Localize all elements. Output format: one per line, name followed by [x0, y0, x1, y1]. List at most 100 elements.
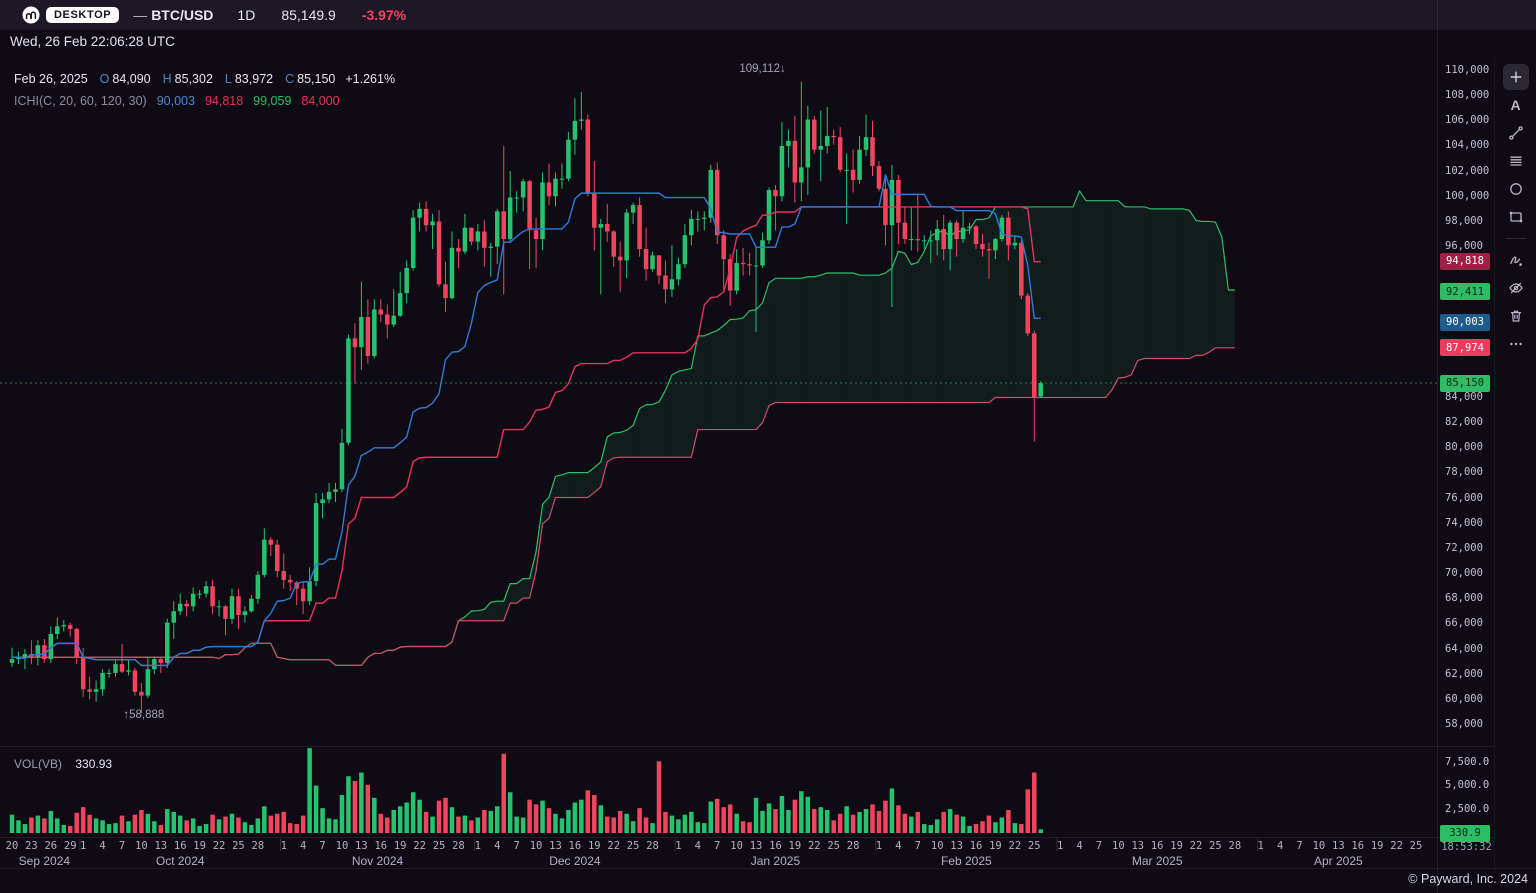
time-axis-day-label: 16 [1150, 840, 1164, 852]
volume-current-tag: 330.9 [1440, 824, 1490, 842]
time-axis-day-label: 13 [1131, 840, 1145, 852]
price-axis-label: 78,000 [1445, 466, 1483, 479]
kraken-logo-icon [22, 6, 40, 24]
time-axis-day-label: 7 [118, 840, 126, 852]
chart-canvas[interactable] [0, 0, 1494, 893]
text-button[interactable]: A [1503, 92, 1529, 118]
time-axis-day-label: 1 [79, 840, 87, 852]
volume-axis-label: 5,000.0 [1445, 779, 1490, 792]
time-axis-day-label: 19 [587, 840, 601, 852]
price-axis-label: 108,000 [1445, 89, 1490, 102]
price-axis-label: 60,000 [1445, 692, 1483, 705]
delete-drawings-button[interactable] [1503, 303, 1529, 329]
ellipse-button[interactable] [1503, 176, 1529, 202]
time-axis-month-label: Apr 2025 [1313, 854, 1363, 868]
tenkan-price-tag: 90,003 [1440, 313, 1490, 331]
price-axis-label: 68,000 [1445, 592, 1483, 605]
ohlc-legend-row: Feb 26, 2025 O 84,090 H 85,302 L 83,972 C 85,150… [14, 72, 395, 86]
time-axis-day-label: 22 [1008, 840, 1022, 852]
time-axis-day-label: 13 [1332, 840, 1345, 852]
time-axis-day-label: 25 [432, 840, 446, 852]
time-axis-day-label: 16 [769, 840, 782, 852]
price-axis-label: 110,000 [1445, 64, 1490, 76]
more-button[interactable] [1503, 331, 1529, 357]
time-axis-day-label: 25 [827, 840, 841, 852]
time-axis-day-label: 10 [730, 840, 743, 852]
time-axis-day-label: 19 [989, 840, 1002, 852]
ohlc-legend: Feb 26, 2025 O 84,090 H 85,302 L 83,972 C 85,150… [14, 72, 395, 108]
indicator-legend-row: ICHI(C, 20, 60, 120, 30) 90,003 94,818 99,0… [14, 94, 395, 108]
price-axis[interactable]: 110,000 108,000 106,000 104,000 102,000 100,0… [1437, 0, 1495, 893]
time-axis-day-label: 10 [335, 840, 349, 852]
time-axis-day-label: 13 [950, 840, 963, 852]
time-axis-day-label: 7 [1296, 840, 1303, 852]
time-axis-month-label: Sep 2024 [18, 854, 71, 868]
time-axis-day-label: 13 [549, 840, 562, 852]
drawing-toolbar: A [1494, 58, 1536, 870]
price-axis-label: 76,000 [1445, 491, 1483, 504]
indicator-label[interactable]: ICHI(C, 20, 60, 120, 30) [14, 94, 147, 108]
time-axis-day-label: 28 [1228, 840, 1242, 852]
time-axis-day-label: 10 [1312, 840, 1326, 852]
delete-drawings-icon [1510, 310, 1521, 322]
time-axis[interactable]: 20 23 26 29 Sep 2024 1 4 7 10 13 16 19 22 25 28 Oct 202… [0, 838, 1437, 870]
legend-field-label: C [285, 72, 295, 86]
ellipse-icon [1509, 183, 1522, 195]
indicator-value: 84,000 [301, 94, 340, 108]
time-axis-day-label: 4 [99, 840, 106, 852]
volume-axis-label: 7,500.0 [1445, 755, 1490, 768]
price-axis-label: 104,000 [1445, 139, 1490, 152]
time-axis-day-label: 19 [193, 840, 206, 852]
price-axis-label: 102,000 [1445, 164, 1490, 177]
legend-change: +1.261% [345, 72, 396, 86]
time-axis-month-label: Oct 2024 [155, 854, 205, 868]
legend-field-value: 84,090 [112, 72, 151, 86]
volume-axis-label: 2,500.0 [1445, 802, 1490, 815]
time-axis-day-label: 22 [413, 840, 426, 852]
legend-field-label: L [224, 72, 232, 86]
indicator-value: 99,059 [253, 94, 292, 108]
time-axis-day-label: 1 [875, 840, 883, 852]
time-axis-divider [0, 837, 1494, 838]
pane-divider[interactable] [0, 746, 1494, 747]
desktop-badge: DESKTOP [46, 7, 120, 23]
time-axis-day-label: 25 [626, 840, 640, 852]
lowest-low-annotation: ↑58,888 [123, 709, 165, 721]
price-axis-label: 100,000 [1445, 189, 1490, 202]
time-axis-day-label: 16 [1351, 840, 1365, 852]
time-axis-day-label: 19 [393, 840, 407, 852]
price-axis-label: 96,000 [1445, 240, 1483, 253]
volume-legend: VOL(VB) 330.93 [14, 757, 112, 771]
copyright-label: © Payward, Inc. 2024 [1408, 872, 1528, 886]
pair-label[interactable]: BTC/USD [151, 7, 214, 23]
kijun-price-tag: 94,818 [1440, 252, 1490, 270]
time-axis-month-label: Jan 2025 [750, 854, 801, 868]
time-axis-day-label: 22 [1189, 840, 1203, 852]
hide-drawings-button[interactable] [1503, 275, 1529, 301]
freehand-button[interactable] [1503, 247, 1529, 273]
legend-field-label: H [162, 72, 172, 86]
trend-line-button[interactable] [1503, 120, 1529, 146]
legend-field-value: 83,972 [234, 72, 274, 86]
price-axis-label: 80,000 [1445, 441, 1483, 454]
more-icon [1509, 342, 1522, 346]
rectangle-icon [1509, 211, 1522, 223]
time-axis-day-label: 7 [1095, 840, 1103, 852]
volume-indicator-label[interactable]: VOL(VB) [14, 757, 63, 771]
time-axis-day-label: 10 [529, 840, 543, 852]
text-icon: A [1510, 97, 1521, 113]
legend-field-value: 85,150 [297, 72, 336, 86]
rectangle-button[interactable] [1503, 204, 1529, 230]
time-axis-day-label: 7 [319, 840, 326, 852]
horizontal-lines-button[interactable] [1503, 148, 1529, 174]
time-axis-day-label: 10 [1112, 840, 1125, 852]
timeframe-label[interactable]: 1D [237, 7, 256, 23]
time-axis-month-label: Feb 2025 [940, 854, 992, 868]
time-axis-day-label: 1 [474, 840, 481, 852]
highest-high-annotation: 109,112↓ [739, 63, 786, 75]
bar-countdown-label: 18:53:32 [1441, 841, 1492, 853]
price-axis-label: 106,000 [1445, 114, 1490, 127]
add-button[interactable] [1502, 64, 1529, 90]
datetime-label: Wed, 26 Feb 22:06:28 UTC [10, 34, 175, 49]
toolbar-divider [1505, 238, 1526, 239]
